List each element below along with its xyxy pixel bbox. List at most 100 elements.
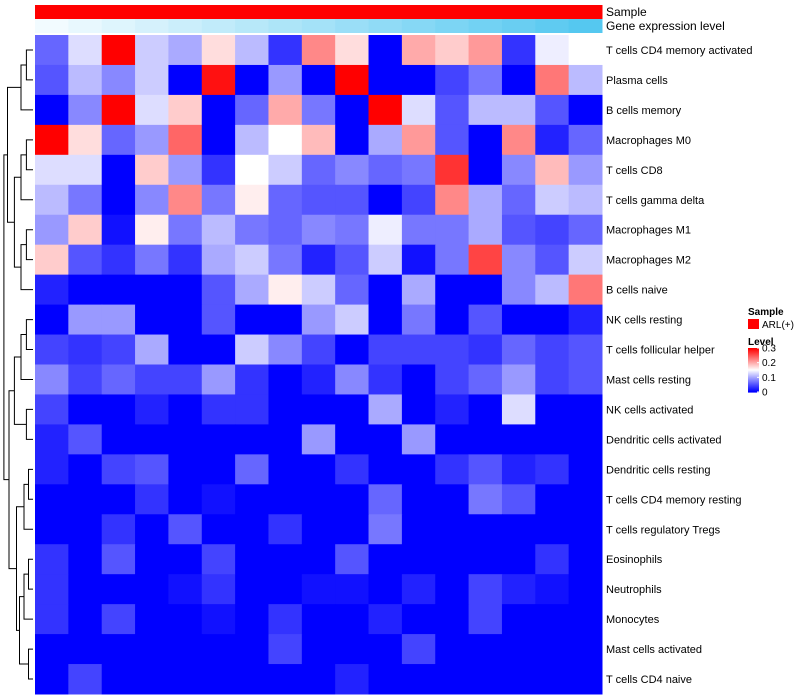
legend-gradient-segment (748, 388, 759, 390)
sample-annotation-cell (301, 5, 336, 19)
heatmap-cell (268, 154, 303, 186)
heatmap-cell (35, 454, 69, 485)
legend-gradient-segment (748, 364, 759, 366)
heatmap-cell (401, 484, 436, 515)
heatmap-cell (535, 364, 570, 395)
heatmap-cell (135, 334, 169, 365)
heatmap-cell (268, 334, 303, 365)
legend-gradient-segment (748, 350, 759, 352)
legend-gradient-segment (748, 383, 759, 385)
heatmap-cell (268, 124, 303, 156)
heatmap-cell (335, 664, 370, 695)
heatmap-cell (135, 604, 169, 635)
heatmap-cell (535, 394, 570, 425)
row-label: B cells naive (606, 285, 668, 297)
legend-gradient-segment (748, 367, 759, 369)
heatmap-cell (368, 664, 403, 695)
heatmap-cell (268, 64, 303, 96)
heatmap-cell (335, 394, 370, 425)
heatmap-cell (301, 94, 336, 126)
heatmap-cell (201, 304, 236, 336)
row-label: Macrophages M2 (606, 255, 691, 267)
heatmap-cell (301, 664, 336, 695)
heatmap-cell (501, 154, 536, 186)
heatmap-cell (35, 364, 69, 395)
heatmap-cell (101, 334, 136, 365)
heatmap-cell (535, 334, 570, 365)
legend-tick-label: 0.1 (762, 373, 776, 384)
heatmap-cell (335, 634, 370, 665)
heatmap-cell (168, 634, 203, 665)
heatmap-cell (435, 544, 470, 575)
legend-gradient-segment (748, 358, 759, 360)
heatmap-cell (401, 334, 436, 365)
heatmap-cell (201, 604, 236, 635)
heatmap-cell (35, 514, 69, 545)
heatmap-cell (168, 574, 203, 605)
legend-gradient-segment (748, 384, 759, 386)
heatmap-cell (101, 394, 136, 425)
gene-expression-annotation-cell (201, 19, 236, 33)
legend-gradient-segment (748, 352, 759, 354)
heatmap-cell (135, 304, 169, 336)
heatmap-cell (68, 454, 103, 485)
heatmap-cell (35, 124, 69, 156)
heatmap-cell (468, 64, 503, 96)
heatmap-cell (101, 154, 136, 186)
legend-gradient-segment (748, 372, 759, 374)
heatmap-cell (435, 364, 470, 395)
heatmap-cell (501, 35, 536, 66)
heatmap-cell (301, 424, 336, 455)
heatmap-cell (435, 424, 470, 455)
heatmap-cell (235, 514, 269, 545)
heatmap-cell (235, 334, 269, 365)
heatmap-cell (568, 634, 603, 665)
heatmap-cell (135, 574, 169, 605)
heatmap-cell (168, 514, 203, 545)
heatmap-cell (368, 484, 403, 515)
legend-gradient-segment (748, 371, 759, 373)
heatmap-cell (568, 574, 603, 605)
heatmap-cell (201, 154, 236, 186)
heatmap-cell (401, 604, 436, 635)
row-dendrogram (3, 49, 33, 680)
heatmap-cell (235, 94, 269, 126)
heatmap-cell (135, 244, 169, 276)
heatmap-cell (468, 274, 503, 306)
heatmap-cell (535, 124, 570, 156)
heatmap-cell (401, 634, 436, 665)
heatmap-cell (68, 604, 103, 635)
legend-tick-label: 0.2 (762, 358, 776, 369)
legend-gradient-segment (748, 380, 759, 382)
heatmap-cell (535, 514, 570, 545)
heatmap-cell (35, 154, 69, 186)
heatmap-cell (568, 94, 603, 126)
heatmap-cell (435, 244, 470, 276)
heatmap-cell (435, 94, 470, 126)
heatmap-cell (201, 394, 236, 425)
row-label: Plasma cells (606, 75, 668, 87)
legend-gradient-segment (748, 357, 759, 359)
heatmap-cell (568, 604, 603, 635)
heatmap-cell (268, 274, 303, 306)
legend-gradient-segment (748, 390, 759, 392)
heatmap-cell (135, 214, 169, 246)
heatmap-cell (368, 154, 403, 186)
heatmap-cell (268, 35, 303, 66)
heatmap-cell (235, 154, 269, 186)
heatmap-cell (401, 394, 436, 425)
sample-annotation-label: Sample (606, 5, 647, 19)
heatmap-cell (35, 574, 69, 605)
legend-sample-swatch (748, 319, 759, 329)
sample-annotation-cell (235, 5, 269, 19)
heatmap-cell (501, 244, 536, 276)
row-labels: T cells CD4 memory activated Plasma cells… (606, 45, 753, 686)
heatmap-cell (568, 664, 603, 695)
gene-expression-annotation-cell (35, 19, 69, 33)
heatmap-cell (268, 604, 303, 635)
heatmap-cell (435, 214, 470, 246)
heatmap-cell (535, 94, 570, 126)
legend-gradient-segment (748, 386, 759, 388)
heatmap-cell (35, 664, 69, 695)
